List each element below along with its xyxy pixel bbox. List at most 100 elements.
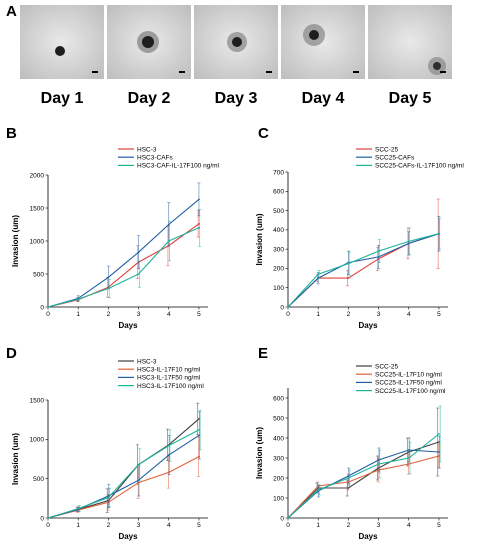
series-3 — [47, 209, 202, 308]
data-point — [77, 298, 80, 300]
x-tick-label: 1 — [76, 522, 80, 529]
y-tick-label: 400 — [273, 227, 284, 234]
legend-label: SCC25-IL-17F100 ng/ml — [375, 388, 446, 395]
y-tick-label: 1000 — [30, 238, 45, 245]
series-line — [47, 429, 200, 519]
data-point — [407, 240, 410, 243]
data-point — [438, 451, 440, 453]
y-tick-label: 700 — [273, 169, 284, 176]
x-axis-title: Days — [358, 321, 378, 330]
series-line — [287, 233, 440, 308]
data-point — [287, 306, 289, 308]
day-label-5: Day 5 — [389, 90, 432, 107]
x-axis-title: Days — [358, 532, 378, 541]
x-tick-label: 0 — [286, 522, 290, 529]
x-tick-label: 2 — [347, 522, 351, 529]
x-tick-label: 4 — [407, 311, 411, 318]
x-axis-title: Days — [118, 321, 138, 330]
y-tick-label: 400 — [273, 435, 284, 442]
y-tick-label: 1000 — [30, 437, 45, 444]
data-point — [317, 489, 320, 491]
x-tick-label: 2 — [347, 311, 351, 318]
y-axis-title: Invasion (um) — [11, 433, 20, 485]
legend-label: HSC3-IL-17F100 ng/ml — [137, 383, 204, 390]
legend-label: HSC-3 — [137, 146, 157, 153]
day-label-4: Day 4 — [302, 90, 345, 107]
data-point — [317, 273, 320, 276]
series-line — [47, 456, 200, 519]
legend-label: SCC-25 — [375, 146, 399, 153]
series-line — [47, 227, 200, 308]
series-line — [47, 434, 200, 519]
y-tick-label: 200 — [273, 266, 284, 273]
x-tick-label: 5 — [437, 522, 441, 529]
series-2 — [287, 216, 441, 308]
legend-label: HSC3-CAFs — [137, 155, 174, 162]
data-point — [137, 251, 140, 254]
x-tick-label: 0 — [286, 311, 290, 318]
chart-panel-b: B 0 1 2 3 4 5 0 500 1000 1500 2000 Days Invasion (um)… — [6, 125, 220, 330]
x-tick-label: 3 — [137, 311, 141, 318]
data-point — [107, 496, 110, 499]
panel-letter: E — [258, 345, 268, 362]
micrograph-day-1 — [20, 5, 104, 79]
y-tick-label: 0 — [280, 304, 284, 311]
x-tick-label: 3 — [137, 522, 141, 529]
x-axis-title: Days — [118, 532, 138, 541]
x-tick-label: 5 — [197, 522, 201, 529]
y-tick-label: 500 — [273, 208, 284, 215]
data-point — [167, 454, 170, 456]
series-line — [287, 233, 440, 308]
series-line — [287, 441, 440, 519]
data-point — [77, 507, 80, 510]
day-label-3: Day 3 — [215, 90, 258, 107]
data-point — [407, 449, 410, 451]
panel-letter: B — [6, 125, 17, 142]
series-line — [287, 433, 440, 519]
y-tick-label: 500 — [273, 415, 284, 422]
x-tick-label: 2 — [107, 522, 111, 529]
legend-label: SCC25-CAFs-IL-17F100 ng/ml — [375, 163, 464, 170]
data-point — [347, 477, 350, 479]
data-point — [47, 306, 49, 308]
y-tick-label: 0 — [40, 304, 44, 311]
micrograph-day-3 — [194, 5, 278, 79]
data-point — [167, 444, 170, 447]
micrograph-day-4 — [281, 5, 365, 79]
legend-label: SCC-25 — [375, 363, 399, 370]
series-2 — [287, 443, 441, 519]
x-tick-label: 5 — [197, 311, 201, 318]
data-point — [198, 226, 200, 229]
series-1 — [287, 407, 440, 519]
x-tick-label: 0 — [46, 522, 50, 529]
series-line — [47, 198, 200, 308]
series-3 — [287, 217, 442, 308]
series-1 — [47, 402, 200, 519]
y-axis-title: Invasion (um) — [11, 215, 20, 267]
chart-panel-d: D 0 1 2 3 4 5 0 500 1000 1500 Days Invasion (um) HSC-… — [6, 345, 208, 541]
chart-panel-c: C 0 1 2 3 4 5 0 100 200 300 400 500 600 700 Days Invasio… — [255, 125, 464, 330]
legend-label: SCC25-CAFs — [375, 155, 415, 162]
data-point — [438, 433, 440, 435]
x-tick-label: 1 — [316, 522, 320, 529]
data-point — [407, 457, 410, 459]
data-point — [137, 273, 140, 275]
data-point — [198, 198, 200, 201]
chart-panel-e: E 0 1 2 3 4 5 0 100 200 300 400 500 600 Days Invasion (… — [255, 345, 448, 541]
data-point — [377, 250, 380, 252]
y-tick-label: 200 — [273, 475, 284, 482]
y-tick-label: 1500 — [30, 397, 45, 404]
panel-a-letter: A — [6, 3, 17, 20]
data-point — [407, 242, 410, 245]
data-point — [167, 240, 170, 242]
data-point — [198, 434, 200, 437]
data-point — [347, 277, 350, 279]
series-1 — [47, 210, 200, 308]
micrograph-strip — [20, 5, 452, 79]
y-tick-label: 600 — [273, 189, 284, 196]
data-point — [377, 459, 380, 461]
data-point — [407, 463, 410, 465]
data-point — [347, 475, 350, 477]
